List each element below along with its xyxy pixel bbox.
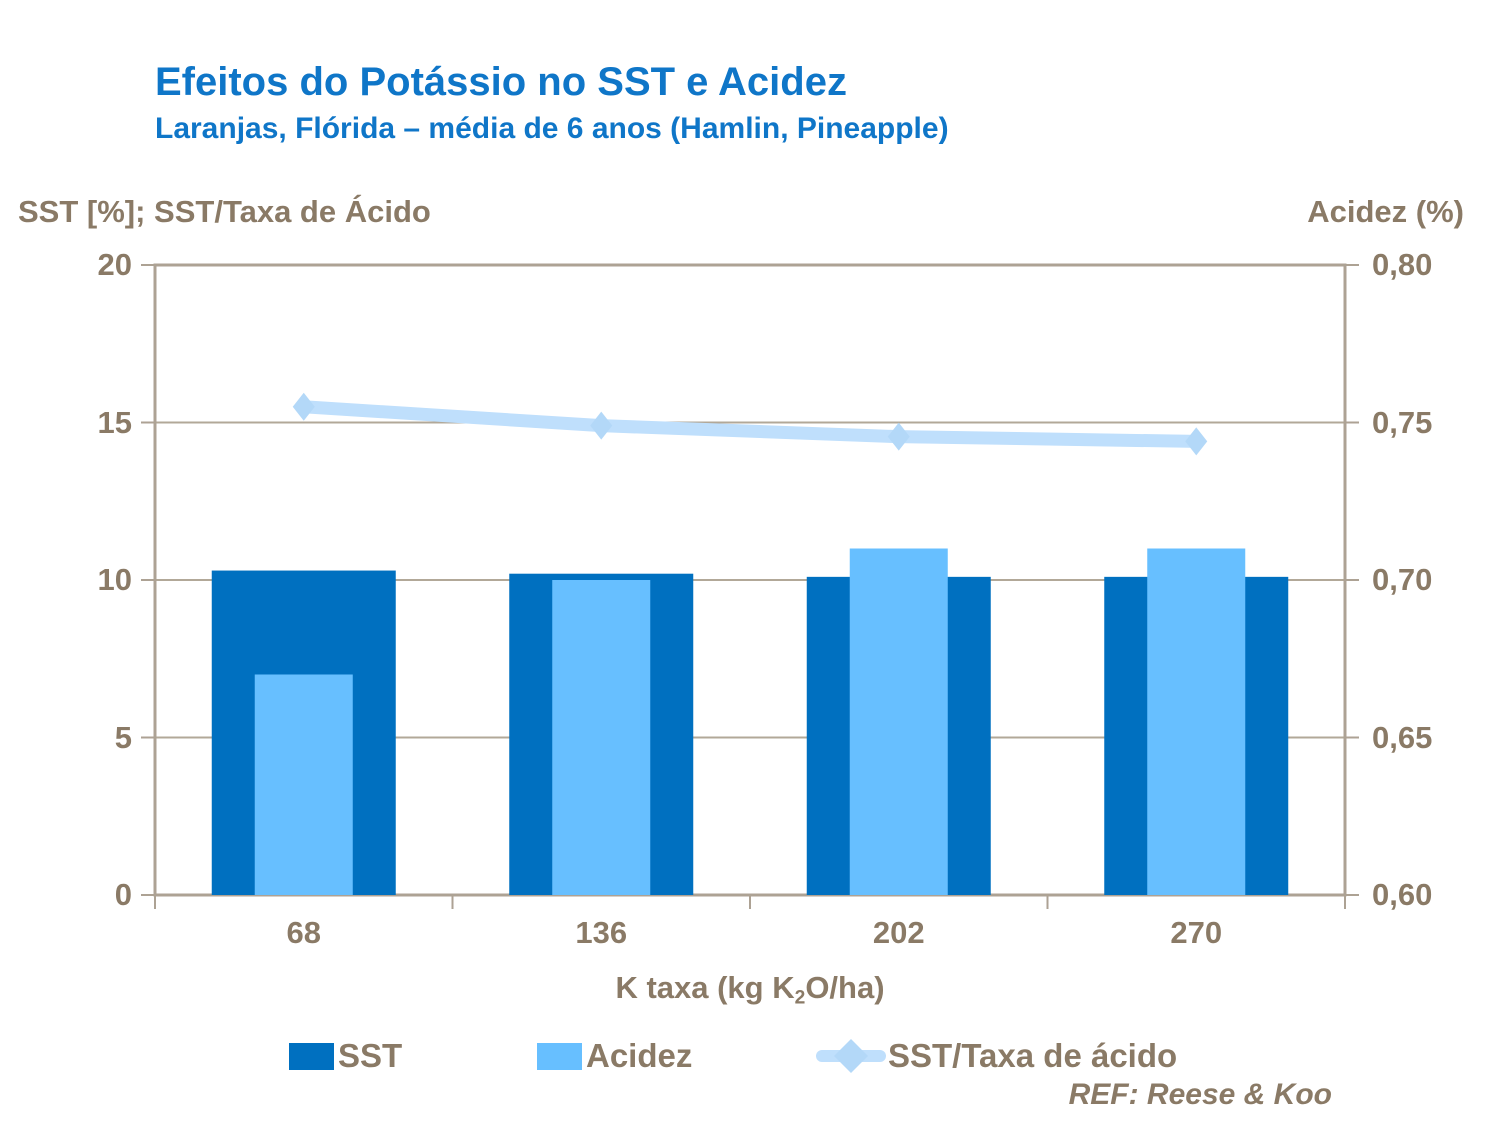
ratio-line-marker-icon (887, 422, 910, 451)
right-axis-title: Acidez (%) (1307, 194, 1464, 229)
sst-legend-label: SST (338, 1037, 403, 1074)
legend-item-sst: SST (289, 1033, 402, 1079)
ratio-line-marker-icon (1185, 427, 1208, 456)
x-axis-title-subscript: 2 (794, 987, 806, 1009)
ratio-legend-diamond-icon (834, 1039, 868, 1073)
bar-acidez-202 (849, 548, 948, 895)
x-axis-title-text: K taxa (kg K (615, 970, 795, 1005)
bar-acidez-68 (254, 674, 353, 895)
bar-acidez-270 (1147, 548, 1246, 895)
ratio-line (297, 400, 1203, 448)
reference-note: REF: Reese & Koo (1068, 1078, 1332, 1111)
chart-title: Efeitos do Potássio no SST e Acidez (155, 60, 847, 104)
ratio-line-marker-icon (292, 392, 315, 421)
x-axis-title: K taxa (kg K2O/ha) (475, 970, 1025, 1009)
acidez-legend-label: Acidez (586, 1037, 693, 1074)
left-axis-title: SST [%]; SST/Taxa de Ácido (18, 194, 431, 229)
legend-item-acidez: Acidez (537, 1033, 692, 1079)
ratio-legend-label: SST/Taxa de ácido (888, 1037, 1178, 1074)
ratio-legend-marker (816, 1033, 886, 1079)
sst-legend-swatch (289, 1042, 334, 1070)
legend: SST Acidez SST/Taxa de ácido (0, 1033, 1500, 1079)
acidez-legend-swatch (537, 1042, 582, 1070)
ratio-line-marker-icon (590, 411, 613, 440)
bar-acidez-136 (552, 580, 651, 895)
legend-item-ratio: SST/Taxa de ácido (816, 1033, 1177, 1079)
chart-subtitle: Laranjas, Flórida – média de 6 anos (Ham… (155, 112, 949, 145)
x-axis-title-text-2: O/ha) (805, 970, 885, 1005)
